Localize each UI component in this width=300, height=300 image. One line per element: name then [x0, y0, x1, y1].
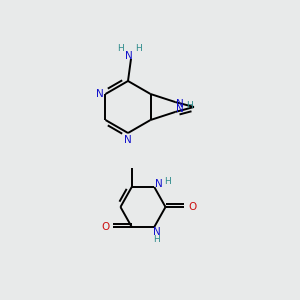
Text: N: N: [153, 227, 161, 237]
Text: H: H: [153, 236, 160, 244]
Text: N: N: [155, 179, 163, 189]
Text: N: N: [176, 99, 184, 109]
Text: N: N: [125, 51, 133, 61]
Text: O: O: [101, 222, 109, 232]
Text: H: H: [164, 178, 171, 187]
Text: H: H: [186, 100, 193, 109]
Text: O: O: [188, 202, 196, 212]
Text: H: H: [117, 44, 123, 53]
Text: N: N: [124, 135, 132, 145]
Text: H: H: [135, 44, 141, 53]
Text: N: N: [176, 104, 184, 114]
Text: N: N: [96, 89, 104, 99]
